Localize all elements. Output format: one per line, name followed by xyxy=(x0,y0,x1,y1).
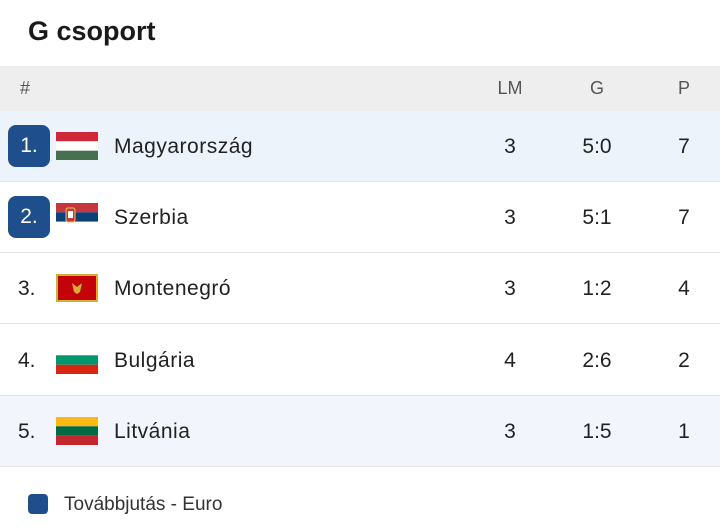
team-name: Szerbia xyxy=(114,206,189,230)
col-header: P xyxy=(677,78,690,98)
flag xyxy=(56,345,98,380)
rank: 5. xyxy=(18,419,36,443)
flag xyxy=(56,203,98,237)
flag xyxy=(56,416,98,451)
rank: 3. xyxy=(18,277,36,301)
flag-icon xyxy=(56,132,98,160)
table-row: 2. Szerbia 3 5:1 7 xyxy=(0,182,720,254)
matches: 4 xyxy=(504,348,516,372)
legend-swatch xyxy=(28,494,48,514)
matches: 3 xyxy=(504,135,516,158)
table-row: 1. Magyarország 3 5:0 7 xyxy=(0,111,720,182)
team-name: Bulgária xyxy=(114,348,196,372)
goals: 1:2 xyxy=(582,277,612,301)
table-row: 3. Montenegró 3 1:2 4 xyxy=(0,253,720,325)
goals: 5:0 xyxy=(582,135,612,158)
flag xyxy=(56,274,98,308)
team-name: Montenegró xyxy=(114,277,232,301)
table-row: 5. Litvánia 3 1:5 1 xyxy=(0,395,720,467)
col-header: # xyxy=(20,78,31,98)
goals: 2:6 xyxy=(582,348,612,372)
rank: 4. xyxy=(18,348,36,372)
flag xyxy=(56,132,98,166)
team-name: Litvánia xyxy=(114,419,191,443)
points: 7 xyxy=(678,135,690,158)
col-header: LM xyxy=(497,78,523,98)
goals: 5:1 xyxy=(582,206,612,230)
col-header: G xyxy=(589,78,604,98)
flag-icon xyxy=(56,203,98,232)
flag-icon xyxy=(56,416,98,445)
points: 4 xyxy=(678,277,690,301)
points: 1 xyxy=(678,419,690,443)
team-name: Magyarország xyxy=(114,135,254,158)
title: G csoport xyxy=(28,16,156,46)
flag-icon xyxy=(56,274,98,303)
goals: 1:5 xyxy=(582,419,612,443)
matches: 3 xyxy=(504,419,516,443)
points: 2 xyxy=(678,348,690,372)
matches: 3 xyxy=(504,277,516,301)
points: 7 xyxy=(678,206,690,230)
flag-icon xyxy=(56,345,98,374)
matches: 3 xyxy=(504,206,516,230)
rank: 2. xyxy=(8,196,50,239)
rank: 1. xyxy=(8,125,50,167)
legend-label: Továbbjutás - Euro xyxy=(64,494,223,515)
table-header: # LM G P xyxy=(0,66,720,111)
table-row: 4. Bulgária 4 2:6 2 xyxy=(0,324,720,396)
